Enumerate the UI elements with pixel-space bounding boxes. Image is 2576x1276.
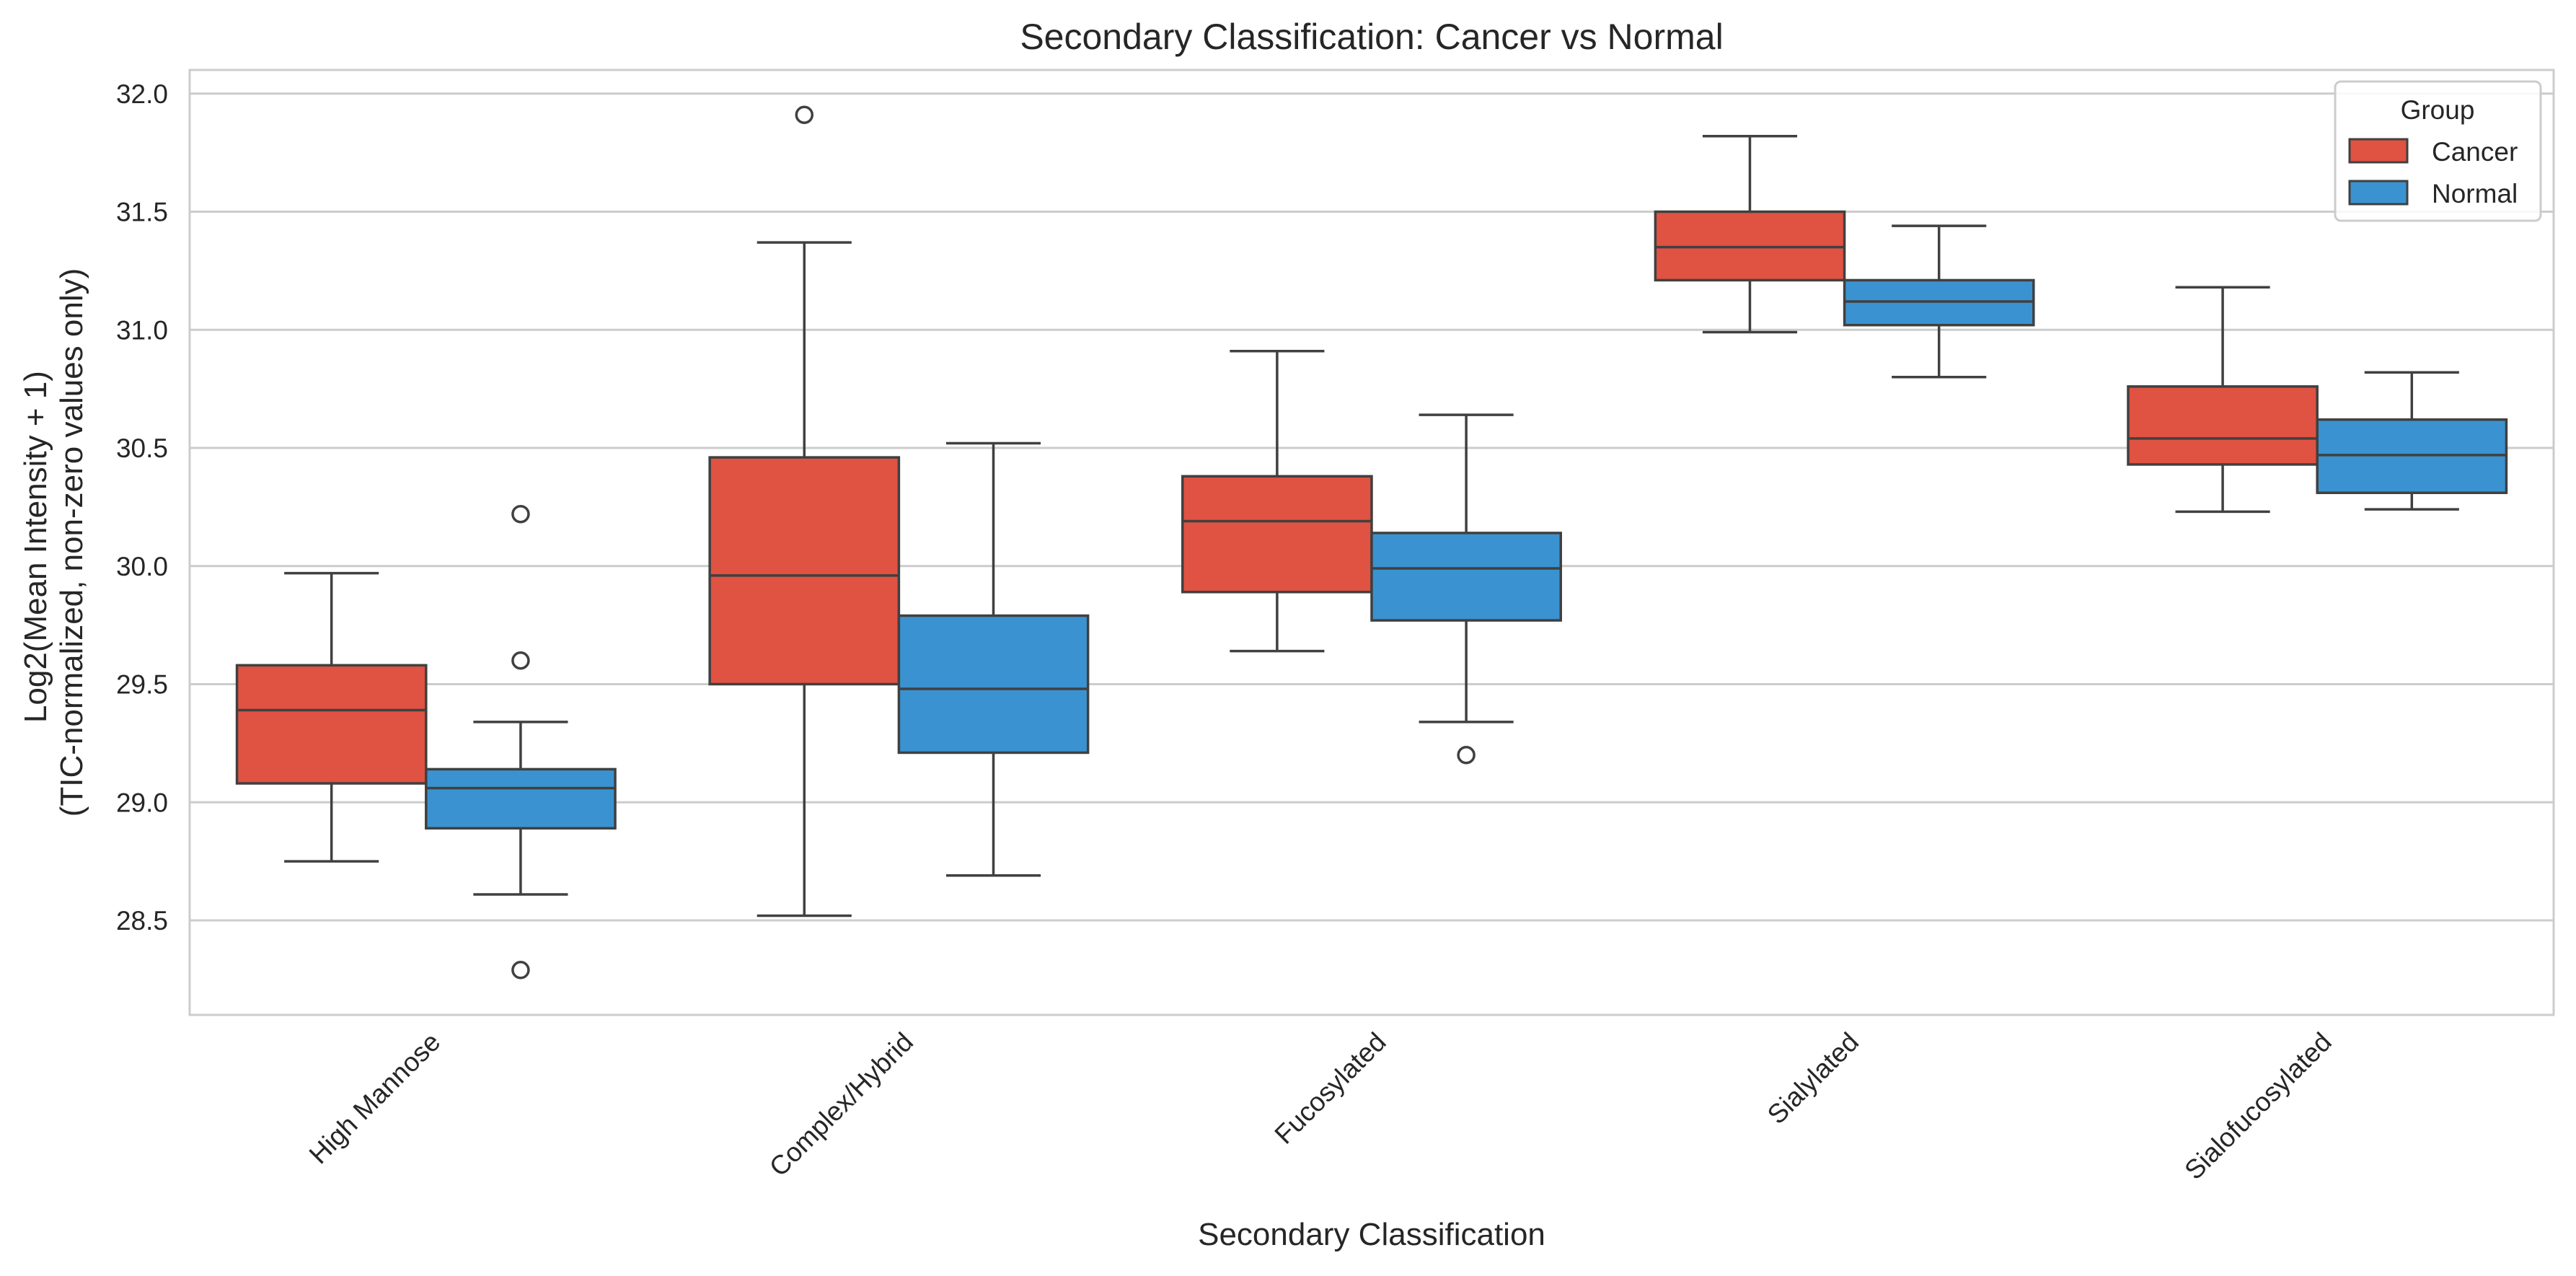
y-axis-label-line1: Log2(Mean Intensity + 1) bbox=[18, 371, 53, 723]
legend-title: Group bbox=[2401, 95, 2475, 125]
outlier-point bbox=[1457, 746, 1476, 765]
y-tick-label: 31.5 bbox=[116, 198, 168, 227]
y-tick-label: 29.5 bbox=[116, 670, 168, 700]
y-tick-labels: 28.5 29.0 29.5 30.0 30.5 31.0 31.5 32.0 bbox=[116, 79, 168, 936]
y-tick-label: 30.0 bbox=[116, 552, 168, 581]
outlier-point bbox=[511, 651, 530, 670]
outlier-point bbox=[795, 105, 814, 124]
y-tick-label: 32.0 bbox=[116, 79, 168, 109]
iqr-box bbox=[1370, 532, 1562, 622]
box-normal-3 bbox=[1843, 224, 2035, 379]
y-tick-label: 30.5 bbox=[116, 434, 168, 463]
y-tick-label: 31.0 bbox=[116, 315, 168, 345]
legend-swatch-cancer bbox=[2348, 138, 2409, 164]
box-cancer-2 bbox=[1181, 349, 1373, 653]
y-axis-label-line2: (TIC-normalized, non-zero values only) bbox=[54, 268, 89, 817]
box-normal-2 bbox=[1370, 413, 1562, 765]
outlier-point bbox=[511, 504, 530, 524]
y-axis-label: Log2(Mean Intensity + 1) (TIC-normalized… bbox=[18, 268, 89, 817]
iqr-box bbox=[708, 456, 901, 686]
box-cancer-1 bbox=[708, 105, 901, 918]
iqr-box bbox=[425, 767, 617, 830]
legend-label-cancer: Cancer bbox=[2432, 137, 2518, 167]
iqr-box bbox=[1181, 475, 1373, 594]
iqr-box bbox=[897, 614, 1090, 754]
box-normal-1 bbox=[897, 441, 1090, 877]
legend: Group Cancer Normal bbox=[2334, 80, 2542, 222]
box-cancer-4 bbox=[2127, 286, 2319, 514]
plot-frame bbox=[188, 69, 2555, 1016]
legend-items: Cancer Normal bbox=[2348, 137, 2518, 208]
plot-area bbox=[188, 69, 2555, 1016]
x-axis-label: Secondary Classification bbox=[1198, 1217, 1545, 1252]
box-normal-0 bbox=[425, 504, 617, 980]
box-cancer-3 bbox=[1654, 134, 1846, 334]
outlier-point bbox=[511, 961, 530, 980]
y-tick-label: 28.5 bbox=[116, 906, 168, 936]
legend-swatch-normal bbox=[2348, 180, 2409, 206]
box-series bbox=[235, 105, 2508, 980]
iqr-box bbox=[2127, 385, 2319, 466]
legend-label-normal: Normal bbox=[2432, 179, 2518, 208]
iqr-box bbox=[235, 664, 428, 785]
box-normal-4 bbox=[2316, 371, 2508, 511]
chart-title: Secondary Classification: Cancer vs Norm… bbox=[1020, 17, 1723, 57]
box-cancer-0 bbox=[235, 571, 428, 863]
y-tick-label: 29.0 bbox=[116, 788, 168, 817]
